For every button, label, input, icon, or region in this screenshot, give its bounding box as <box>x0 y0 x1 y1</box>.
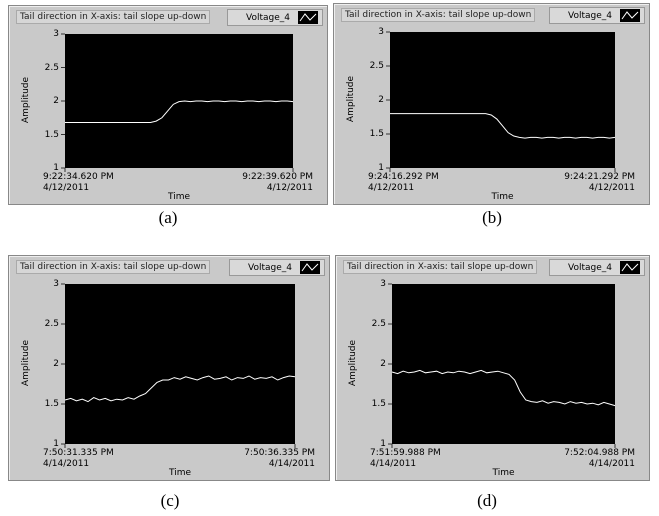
legend-label: Voltage_4 <box>246 12 290 23</box>
caption: (d) <box>477 491 497 510</box>
y-tick-label: 1 <box>53 439 59 449</box>
y-tick-label: 1.5 <box>44 129 59 140</box>
data-line <box>390 113 616 139</box>
x-tick-label: 9:22:39.620 PM 4/12/2011 <box>242 172 313 193</box>
y-axis-label: Amplitude <box>21 339 32 387</box>
legend-icon-line <box>299 13 317 22</box>
legend-label: Voltage_4 <box>568 10 612 21</box>
data-line <box>65 100 294 123</box>
chart-panel: Tail direction in X-axis: tail slope up-… <box>8 5 328 205</box>
legend: Voltage_4 <box>229 259 325 276</box>
y-tick-label: 1 <box>380 439 386 449</box>
x-axis-label: Time <box>492 468 515 478</box>
caption: (c) <box>160 491 180 510</box>
plot-bg <box>65 34 293 168</box>
y-tick-label: 1 <box>378 163 384 173</box>
y-tick-label: 2 <box>53 359 59 369</box>
legend-icon-line <box>621 11 639 20</box>
y-tick-label: 2.5 <box>371 319 386 329</box>
x-tick-label: 7:52:04.988 PM 4/14/2011 <box>564 448 635 469</box>
y-tick-label: 1.5 <box>44 399 59 409</box>
legend: Voltage_4 <box>549 259 645 276</box>
chart-title: Tail direction in X-axis: tail slope up-… <box>341 8 536 22</box>
y-axis-label: Amplitude <box>346 75 357 123</box>
y-tick-label: 2.5 <box>369 61 384 71</box>
legend-icon <box>298 11 318 24</box>
chart-title: Tail direction in X-axis: tail slope up-… <box>16 10 211 24</box>
y-tick-label: 2.5 <box>44 62 59 73</box>
x-tick-label: 7:50:31.335 PM 4/14/2011 <box>43 448 114 469</box>
y-axis-label: Amplitude <box>21 76 32 124</box>
legend-label: Voltage_4 <box>248 262 292 273</box>
legend-icon-line <box>301 263 319 272</box>
data-line <box>391 369 616 407</box>
plot-bg <box>392 284 615 444</box>
chart-title: Tail direction in X-axis: tail slope up-… <box>16 260 211 274</box>
y-tick-label: 3 <box>380 279 386 289</box>
plot-bg <box>390 32 615 168</box>
x-axis-label: Time <box>167 192 191 202</box>
legend-icon <box>620 9 640 22</box>
legend: Voltage_4 <box>549 7 645 24</box>
y-tick-label: 1.5 <box>369 129 384 139</box>
x-axis-label: Time <box>168 468 192 478</box>
plot-bg <box>65 284 295 444</box>
data-line <box>64 375 296 403</box>
x-tick-label: 9:22:34.620 PM 4/12/2011 <box>43 172 114 193</box>
plot-area <box>388 283 616 448</box>
legend-icon <box>620 261 640 274</box>
legend-icon-line <box>621 263 639 272</box>
legend-icon <box>300 261 320 274</box>
caption: (b) <box>482 208 502 227</box>
plot-area <box>386 31 616 172</box>
y-tick-label: 3 <box>53 279 59 289</box>
y-tick-label: 2 <box>378 95 384 105</box>
plot-area <box>61 33 294 172</box>
y-axis-label: Amplitude <box>348 339 359 387</box>
x-tick-label: 7:50:36.335 PM 4/14/2011 <box>244 448 315 469</box>
chart-panel: Tail direction in X-axis: tail slope up-… <box>8 255 330 481</box>
x-axis-label: Time <box>491 192 514 202</box>
y-tick-label: 1 <box>53 163 59 173</box>
x-tick-label: 9:24:16.292 PM 4/12/2011 <box>368 172 439 193</box>
y-tick-label: 2 <box>380 359 386 369</box>
legend-label: Voltage_4 <box>568 262 612 273</box>
x-tick-label: 9:24:21.292 PM 4/12/2011 <box>564 172 635 193</box>
y-tick-label: 1.5 <box>371 399 386 409</box>
caption: (a) <box>158 208 178 227</box>
chart-panel: Tail direction in X-axis: tail slope up-… <box>333 3 650 205</box>
chart-title: Tail direction in X-axis: tail slope up-… <box>343 260 538 274</box>
y-tick-label: 3 <box>53 29 59 39</box>
plot-area <box>61 283 296 448</box>
x-tick-label: 7:51:59.988 PM 4/14/2011 <box>370 448 441 469</box>
y-tick-label: 2.5 <box>44 319 59 329</box>
y-tick-label: 3 <box>378 27 384 37</box>
chart-panel: Tail direction in X-axis: tail slope up-… <box>335 255 650 481</box>
y-tick-label: 2 <box>53 96 59 106</box>
legend: Voltage_4 <box>227 9 323 26</box>
